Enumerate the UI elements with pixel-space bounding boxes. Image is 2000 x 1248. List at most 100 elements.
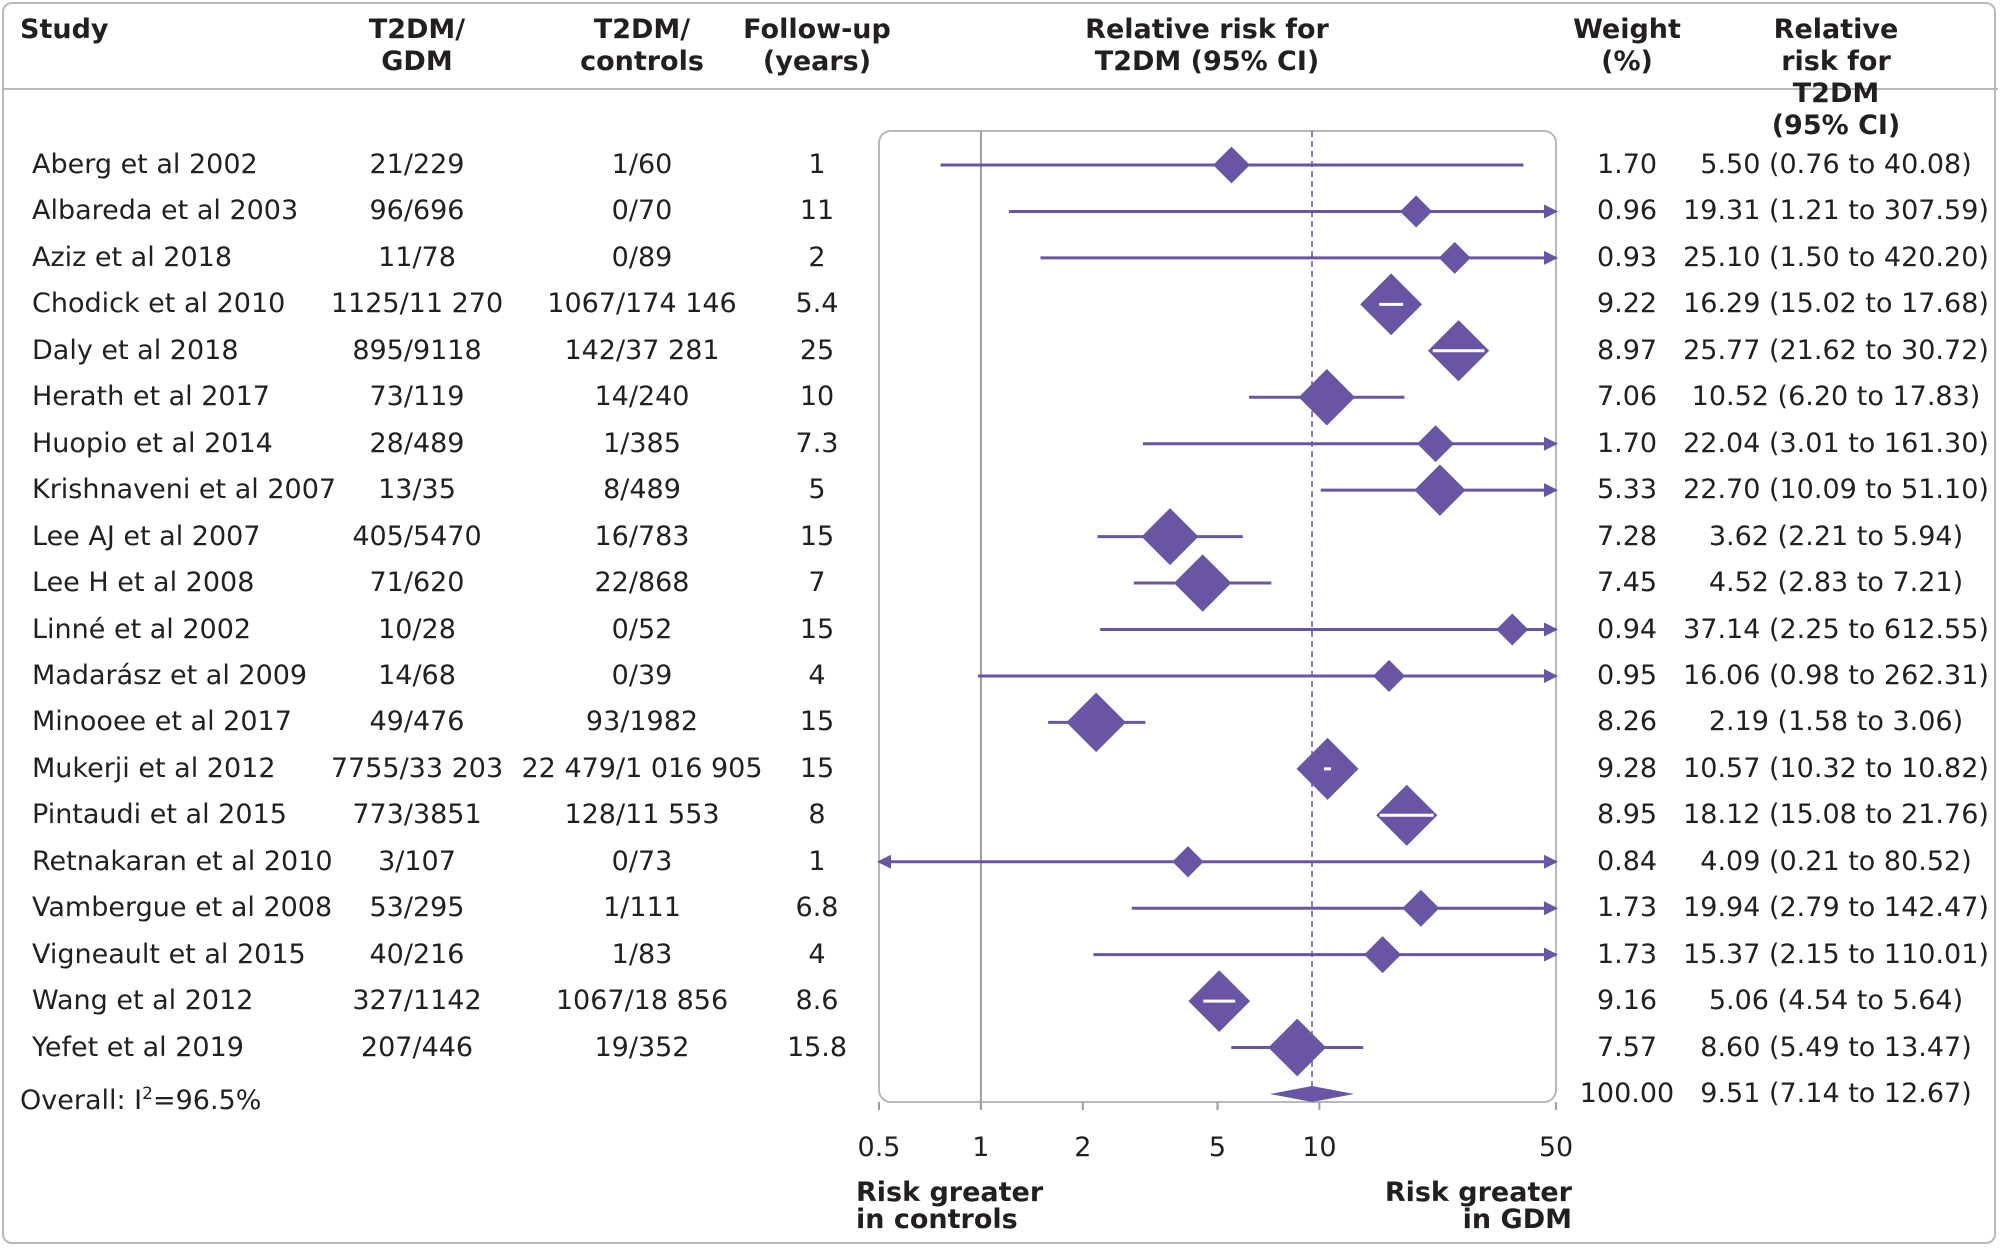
row-gdm: 53/295	[369, 892, 465, 924]
row-study: Krishnaveni et al 2007	[32, 474, 337, 506]
row-followup: 8.6	[795, 985, 839, 1017]
point-estimate-marker	[1173, 554, 1232, 612]
row-controls: 128/11 553	[564, 799, 720, 831]
row-ci-text: 19.94 (2.79 to 142.47)	[1683, 892, 1989, 924]
row-controls: 22/868	[594, 567, 690, 599]
row-ci-text: 25.77 (21.62 to 30.72)	[1683, 334, 1989, 366]
row-gdm: 21/229	[369, 149, 465, 180]
point-estimate-marker	[1400, 195, 1433, 228]
row-ci-text: 5.06 (4.54 to 5.64)	[1708, 985, 1964, 1017]
row-study: Minooee et al 2017	[32, 706, 292, 738]
header-t2dm-controls-line2: controls	[580, 46, 704, 77]
row-ci-text: 22.70 (10.09 to 51.10)	[1683, 474, 1989, 506]
header-follow-up-line2: (years)	[762, 46, 872, 77]
row-study: Mukerji et al 2012	[32, 752, 276, 784]
point-estimate-marker	[1438, 241, 1471, 274]
row-followup: 7.3	[795, 427, 839, 459]
row-study: Vigneault et al 2015	[32, 938, 306, 970]
header-t2dm-gdm: T2DM/ GDM	[369, 14, 465, 78]
row-controls: 0/89	[611, 241, 673, 273]
row-ci-text: 4.09 (0.21 to 80.52)	[1700, 845, 1972, 877]
row-followup: 15	[799, 613, 835, 645]
row-weight: 0.93	[1596, 241, 1658, 273]
row-ci-text: 4.52 (2.83 to 7.21)	[1708, 567, 1964, 599]
footer-left-line1: Risk greater	[856, 1177, 1044, 1208]
row-gdm: 207/446	[360, 1031, 474, 1063]
header-t2dm-gdm-line2: GDM	[381, 46, 453, 77]
row-study: Vambergue et al 2008	[32, 892, 333, 924]
row-weight: 0.94	[1596, 613, 1658, 645]
row-ci-text: 37.14 (2.25 to 612.55)	[1683, 613, 1989, 645]
ci-arrow-right	[1544, 483, 1558, 498]
header-relative-risk-plot: Relative risk for T2DM (95% CI)	[1085, 14, 1329, 78]
header-t2dm-gdm-line1: T2DM/	[368, 14, 466, 45]
row-ci-text: 5.50 (0.76 to 40.08)	[1700, 149, 1972, 180]
ci-arrow-right	[1544, 668, 1558, 683]
point-estimate-marker	[1414, 464, 1466, 516]
row-followup: 7	[808, 567, 826, 599]
row-study: Madarász et al 2009	[32, 659, 308, 691]
row-gdm: 73/119	[369, 381, 465, 413]
row-followup: 15	[799, 520, 835, 552]
row-weight: 1.73	[1596, 892, 1658, 924]
row-weight: 5.33	[1596, 474, 1658, 506]
axis-tick-label: 10	[1302, 1132, 1336, 1163]
footer-right-label: Risk greater in GDM	[1385, 1179, 1572, 1233]
row-controls: 14/240	[594, 381, 690, 413]
row-gdm: 13/35	[378, 474, 456, 506]
header-follow-up-line1: Follow-up	[743, 14, 891, 45]
point-estimate-marker	[1172, 846, 1204, 878]
row-weight: 7.45	[1596, 567, 1658, 599]
row-ci-text: 16.06 (0.98 to 262.31)	[1683, 659, 1989, 691]
row-gdm: 10/28	[378, 613, 456, 645]
overall-ci-text: 9.51 (7.14 to 12.67)	[1700, 1078, 1972, 1109]
axis-tick-label: 50	[1539, 1132, 1573, 1163]
overall-label-sup: 2	[142, 1084, 153, 1104]
row-controls: 142/37 281	[564, 334, 720, 366]
row-weight: 8.95	[1596, 799, 1658, 831]
header-relative-risk-ci-line2: T2DM (95% CI)	[1771, 78, 1901, 141]
row-controls: 0/39	[611, 659, 673, 691]
overall-label: Overall: I2=96.5%	[20, 1078, 261, 1117]
overall-diamond	[1269, 1086, 1355, 1102]
row-gdm: 11/78	[378, 241, 456, 273]
point-estimate-marker	[1364, 936, 1402, 974]
header-relative-risk-ci-line1: Relative risk for	[1773, 14, 1899, 77]
row-gdm: 40/216	[369, 938, 465, 970]
row-controls: 16/783	[594, 520, 690, 552]
row-study: Retnakaran et al 2010	[32, 845, 333, 877]
header-weight-line1: Weight	[1573, 14, 1681, 45]
point-estimate-marker	[1417, 425, 1454, 463]
row-controls: 1/60	[611, 149, 673, 180]
point-estimate-marker	[1402, 889, 1440, 927]
ci-arrow-right	[1544, 901, 1558, 916]
row-ci-text: 22.04 (3.01 to 161.30)	[1683, 427, 1989, 459]
ci-arrow-right	[1544, 947, 1558, 962]
row-study: Huopio et al 2014	[32, 427, 273, 459]
row-followup: 1	[808, 149, 826, 180]
footer-left-label: Risk greater in controls	[856, 1179, 1043, 1233]
row-ci-text: 25.10 (1.50 to 420.20)	[1683, 241, 1989, 273]
point-estimate-marker	[1213, 146, 1250, 184]
row-controls: 93/1982	[585, 706, 699, 738]
row-weight: 0.95	[1596, 659, 1658, 691]
row-controls: 1/385	[603, 427, 681, 459]
row-gdm: 1125/11 270	[330, 288, 504, 320]
row-gdm: 14/68	[378, 659, 456, 691]
row-followup: 25	[799, 334, 835, 366]
overall-label-prefix: Overall: I	[20, 1085, 143, 1116]
point-estimate-marker	[1268, 1018, 1327, 1077]
row-controls: 0/73	[611, 845, 673, 877]
axis-tick-label: 1	[972, 1132, 989, 1163]
row-gdm: 3/107	[378, 845, 456, 877]
point-estimate-marker	[1141, 508, 1199, 566]
row-weight: 0.96	[1596, 195, 1658, 227]
row-weight: 7.57	[1596, 1031, 1658, 1063]
row-controls: 1067/18 856	[555, 985, 729, 1017]
header-weight-line2: (%)	[1601, 46, 1653, 77]
header-t2dm-controls-line1: T2DM/	[593, 14, 691, 45]
row-weight: 7.06	[1596, 381, 1658, 413]
row-followup: 10	[799, 381, 835, 413]
row-gdm: 405/5470	[352, 520, 482, 552]
